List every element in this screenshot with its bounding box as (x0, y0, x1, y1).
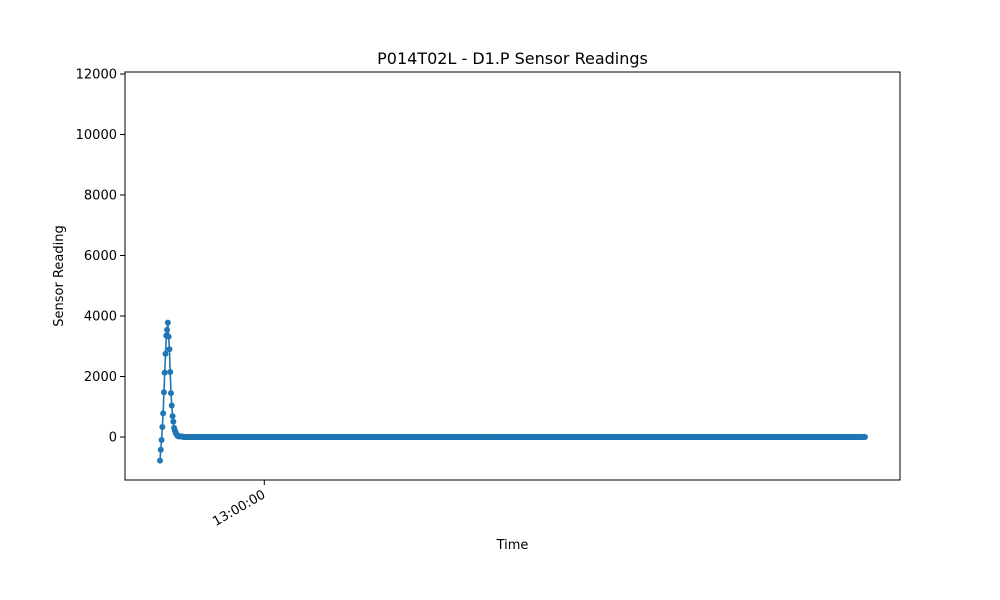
data-point (164, 326, 171, 333)
plot-frame (124, 71, 901, 481)
data-point (170, 418, 177, 425)
data-point (157, 457, 163, 464)
y-tick-label: 6000 (84, 249, 117, 264)
x-axis-label: Time (496, 538, 529, 553)
y-axis: 0 2000 4000 6000 8000 10000 12000 (76, 68, 125, 446)
data-point (162, 350, 169, 357)
y-tick-label: 4000 (84, 310, 117, 325)
data-point (160, 389, 167, 396)
data-point (169, 413, 176, 420)
y-tick-label: 8000 (84, 189, 117, 204)
data-point (167, 390, 174, 397)
plot-area (157, 319, 868, 464)
data-point (157, 446, 164, 453)
chart-title: P014T02L - D1.P Sensor Readings (377, 49, 648, 68)
y-tick-label: 10000 (76, 128, 117, 143)
data-point (164, 319, 171, 326)
y-tick-label: 0 (109, 431, 117, 446)
data-point (167, 368, 174, 375)
data-point (159, 424, 166, 431)
data-point (158, 437, 165, 444)
y-tick-label: 12000 (76, 68, 117, 83)
data-point (168, 402, 175, 409)
y-axis-label: Sensor Reading (52, 225, 67, 326)
data-point (160, 410, 167, 417)
y-tick-label: 2000 (84, 370, 117, 385)
data-point (161, 369, 168, 376)
data-point (165, 333, 172, 340)
data-point (166, 346, 173, 353)
data-point (862, 434, 868, 440)
